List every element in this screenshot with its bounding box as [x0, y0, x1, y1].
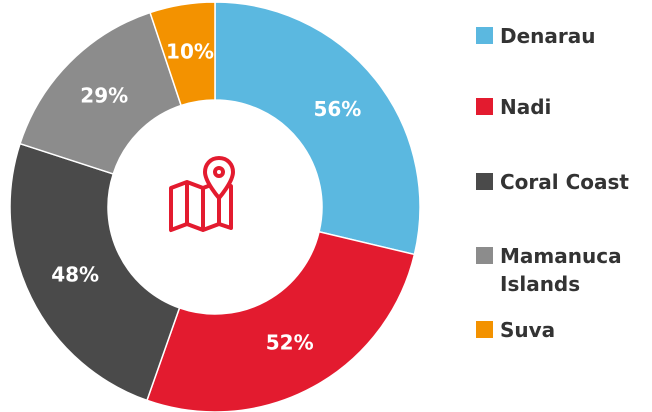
legend-swatch — [476, 27, 493, 44]
slice-label: 29% — [80, 84, 128, 108]
chart: 56% 52% 48% 29% 10% — [9, 1, 421, 412]
slice-label: 52% — [266, 330, 314, 354]
slice — [19, 11, 183, 175]
legend-label: Coral Coast — [500, 170, 629, 194]
legend-label: Denarau — [500, 24, 596, 48]
legend-swatch — [476, 98, 493, 115]
legend-label: Nadi — [500, 95, 552, 119]
slice-label: 10% — [166, 40, 214, 64]
map-icon — [169, 156, 235, 232]
slice — [146, 230, 416, 412]
legend-label: Suva — [500, 318, 556, 342]
legend-swatch — [476, 321, 493, 338]
slice — [9, 142, 181, 402]
legend-label: Mamanuca Islands — [500, 244, 622, 296]
slice — [149, 1, 216, 107]
legend-item: Denarau — [476, 22, 646, 50]
legend-swatch — [476, 173, 493, 190]
legend-item: Suva — [476, 316, 646, 344]
slice-label: 56% — [313, 97, 361, 121]
slice — [214, 1, 421, 256]
legend-item: Coral Coast — [476, 168, 646, 196]
legend-item: Mamanuca Islands — [476, 242, 646, 298]
legend-item: Nadi — [476, 93, 646, 121]
slice-label: 48% — [51, 263, 99, 287]
slices: 56% 52% 48% 29% 10% — [9, 1, 421, 412]
legend-swatch — [476, 247, 493, 264]
